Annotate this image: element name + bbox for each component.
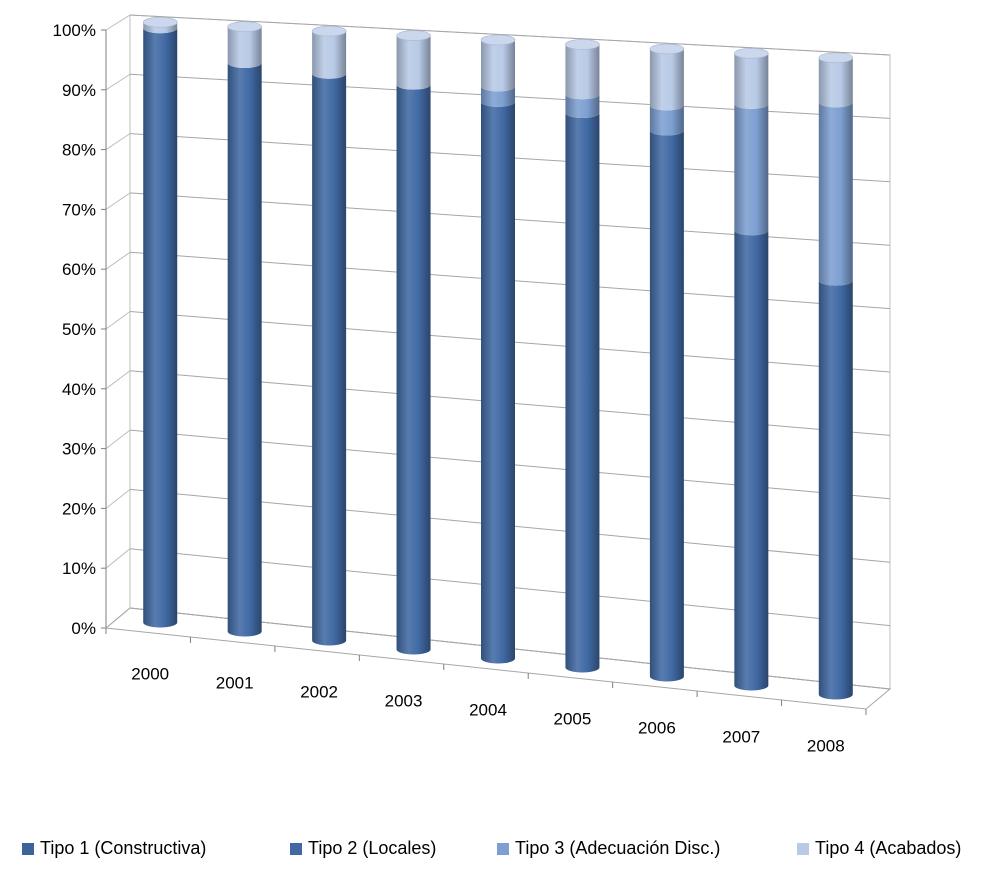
legend-item: Tipo 1 (Constructiva) <box>22 838 206 859</box>
bars <box>142 16 854 700</box>
y-tick-label: 10% <box>62 559 96 578</box>
bar-segment <box>818 57 853 108</box>
bar-segment <box>565 94 600 118</box>
legend-label: Tipo 3 (Adecuación Disc.) <box>515 838 721 858</box>
bar-top-cap <box>734 48 769 59</box>
bar-segment <box>734 103 769 236</box>
bar-segment <box>312 73 347 646</box>
legend: Tipo 1 (Constructiva) Tipo 2 (Locales) Tip… <box>0 838 1005 868</box>
x-tick-label: 2003 <box>385 692 423 711</box>
bar-segment <box>481 86 515 107</box>
bar-top-cap <box>480 34 516 46</box>
y-tick-label: 30% <box>62 440 96 459</box>
x-tick-label: 2002 <box>300 683 338 702</box>
gridline-side <box>105 548 131 569</box>
bar-segment <box>734 230 769 691</box>
x-tick-label: 2006 <box>638 719 676 738</box>
bar-top-cap <box>649 43 685 55</box>
legend-swatch <box>290 842 302 855</box>
bar-segment <box>312 31 347 79</box>
legend-label: Tipo 4 (Acabados) <box>815 838 962 858</box>
legend-item: Tipo 2 (Locales) <box>290 838 436 859</box>
bar-segment <box>396 35 431 90</box>
bar-segment <box>143 28 178 628</box>
bar-segment <box>734 53 769 109</box>
x-tick-label: 2005 <box>554 710 592 729</box>
bar-segment <box>396 84 431 655</box>
y-tick-label: 70% <box>62 200 96 219</box>
y-tick-label: 0% <box>71 619 96 638</box>
gridline-side <box>105 192 131 210</box>
y-tick-label: 50% <box>62 320 96 339</box>
bar-top-cap <box>142 16 178 28</box>
legend-label: Tipo 2 (Locales) <box>308 838 437 858</box>
bar-segment <box>227 26 262 68</box>
bar-segment <box>227 62 262 637</box>
y-axis: 0% 10% 20% 30% 40% 50% 60% 70% 80% 90% 100% <box>53 21 107 638</box>
legend-label: Tipo 1 (Constructiva) <box>40 838 207 858</box>
bar-segment <box>649 48 684 111</box>
y-tick-label: 90% <box>62 81 96 100</box>
legend-swatch <box>497 842 509 855</box>
bar-segment <box>818 102 853 286</box>
bar-segment <box>143 22 178 34</box>
bar-segment <box>818 280 853 700</box>
gridline-side <box>105 14 131 31</box>
bar-segment <box>481 101 515 664</box>
x-tick-label: 2000 <box>131 665 169 684</box>
legend-item: Tipo 4 (Acabados) <box>797 838 961 859</box>
bar-segment <box>481 40 515 92</box>
gridline <box>129 14 891 56</box>
y-tick-label: 80% <box>62 141 96 160</box>
bar-top-cap <box>311 25 347 37</box>
y-tick-label: 40% <box>62 380 96 399</box>
x-tick-label: 2004 <box>469 701 507 720</box>
legend-swatch <box>797 842 809 855</box>
bar-top-cap <box>396 30 431 41</box>
gridline-side <box>105 251 131 270</box>
x-tick-label: 2007 <box>722 728 760 747</box>
bar-segment <box>565 112 600 673</box>
bar-top-cap <box>227 21 262 32</box>
legend-item: Tipo 3 (Adecuación Disc.) <box>497 838 720 859</box>
gridline-side <box>105 429 131 449</box>
gridline-side <box>105 489 131 509</box>
bar-segment <box>565 44 600 100</box>
gridline-side <box>105 311 131 330</box>
gridline-side <box>105 133 131 151</box>
gridline-side <box>105 73 131 91</box>
bar-segment <box>649 105 684 136</box>
gridline-side <box>105 370 131 390</box>
bar-segment <box>649 130 684 682</box>
y-tick-label: 20% <box>62 499 96 518</box>
y-tick-label: 60% <box>62 260 96 279</box>
x-tick-label: 2008 <box>807 737 845 756</box>
x-axis: 2000 2001 2002 2003 2004 2005 2006 2007 2008 <box>105 628 867 756</box>
legend-swatch <box>22 842 34 855</box>
bar-top-cap <box>565 39 600 50</box>
y-tick-label: 100% <box>53 21 96 40</box>
bar-top-cap <box>818 52 854 64</box>
x-tick-label: 2001 <box>216 674 254 693</box>
